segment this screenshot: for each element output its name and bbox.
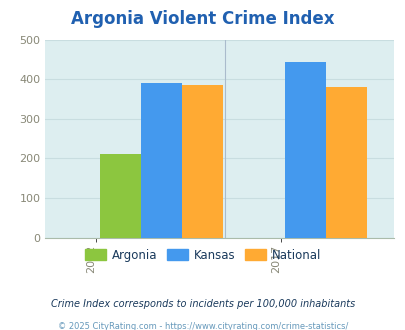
Bar	[284, 62, 325, 238]
Bar	[141, 83, 182, 238]
Bar	[100, 154, 141, 238]
Text: © 2025 CityRating.com - https://www.cityrating.com/crime-statistics/: © 2025 CityRating.com - https://www.city…	[58, 322, 347, 330]
Text: Crime Index corresponds to incidents per 100,000 inhabitants: Crime Index corresponds to incidents per…	[51, 299, 354, 309]
Bar	[325, 87, 366, 238]
Legend: Argonia, Kansas, National: Argonia, Kansas, National	[80, 244, 325, 266]
Bar	[182, 85, 223, 238]
Text: Argonia Violent Crime Index: Argonia Violent Crime Index	[71, 10, 334, 28]
